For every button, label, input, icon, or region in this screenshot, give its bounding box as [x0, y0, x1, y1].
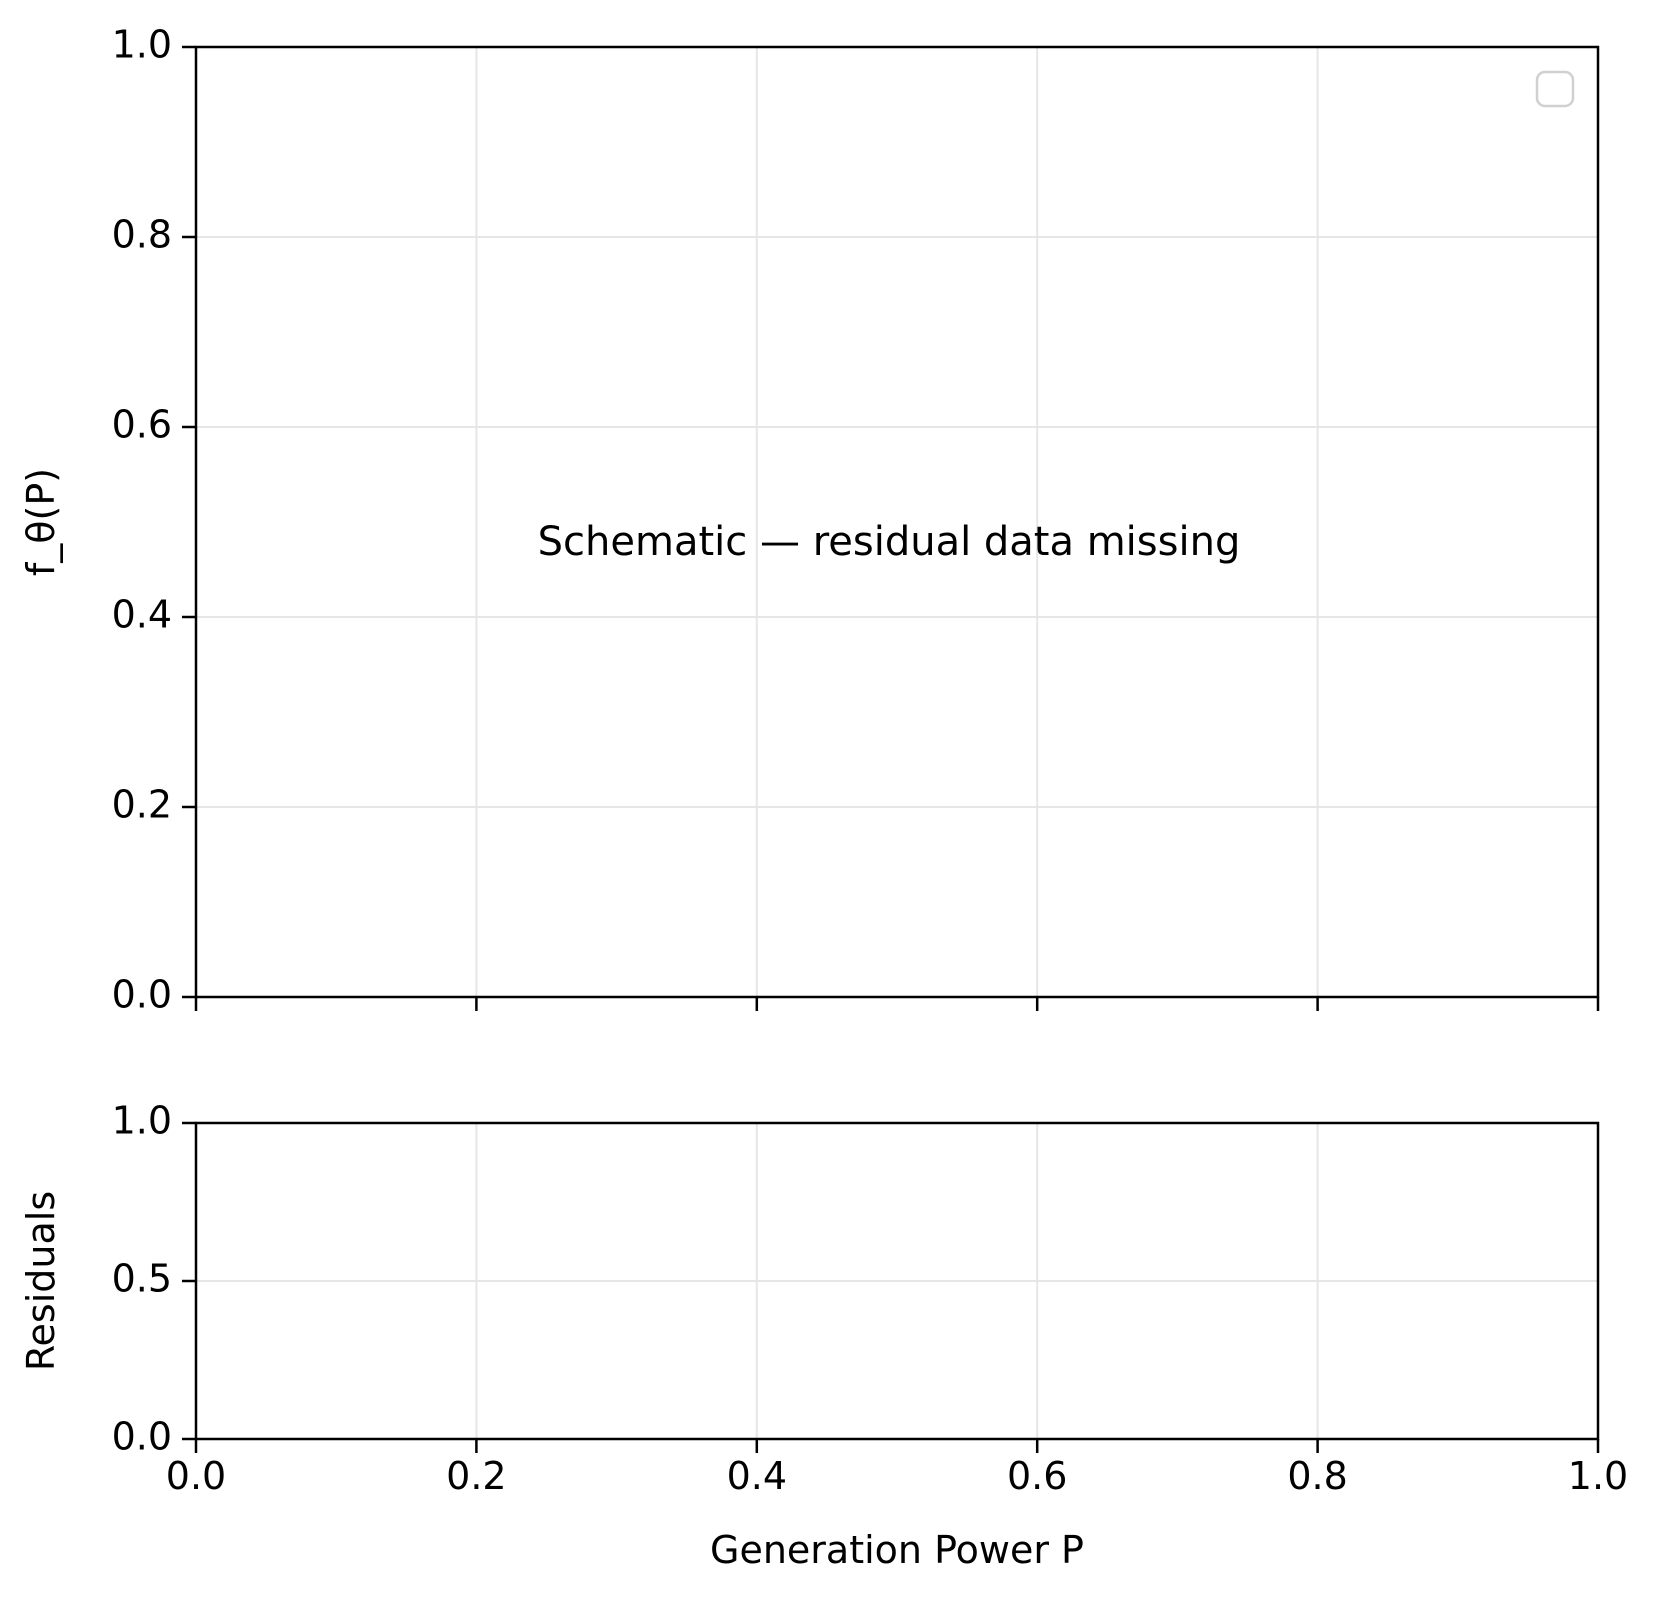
main-annotation: Schematic — residual data missing	[538, 519, 1241, 565]
y-tick-label: 0.5	[112, 1257, 172, 1301]
y-tick-label: 0.6	[112, 403, 172, 447]
legend-box[interactable]	[1535, 70, 1575, 108]
x-axis-label: Generation Power P	[710, 1528, 1084, 1572]
main-y-tick-labels: 0.0 0.2 0.4 0.6 0.8 1.0	[112, 23, 172, 1017]
main-plot-panel: 0.0 0.2 0.4 0.6 0.8 1.0 Schematic — residual …	[19, 23, 1600, 1017]
residuals-x-tick-labels: 0.0 0.2 0.4 0.6 0.8 1.0	[166, 1454, 1628, 1498]
main-y-axis-label: f_θ(P)	[19, 468, 63, 576]
x-tick-label: 0.6	[1007, 1454, 1067, 1498]
y-tick-label: 1.0	[112, 1099, 172, 1143]
y-tick-label: 0.2	[112, 783, 172, 827]
residuals-ticks	[182, 1121, 1600, 1453]
x-tick-label: 1.0	[1568, 1454, 1628, 1498]
y-tick-label: 0.4	[112, 593, 172, 637]
x-tick-label: 0.4	[727, 1454, 787, 1498]
x-tick-label: 0.8	[1287, 1454, 1347, 1498]
x-tick-label: 0.2	[446, 1454, 506, 1498]
residuals-plot-panel: 0.0 0.5 1.0 0.0 0.2 0.4 0.6 0.8 1.0 Residuals G…	[19, 1099, 1628, 1573]
residuals-y-tick-labels: 0.0 0.5 1.0	[112, 1099, 172, 1459]
y-tick-label: 1.0	[112, 23, 172, 67]
main-ticks	[182, 45, 1600, 1011]
residuals-y-axis-label: Residuals	[19, 1191, 63, 1371]
residuals-plot-frame	[194, 1121, 1600, 1441]
y-tick-label: 0.0	[112, 973, 172, 1017]
x-tick-label: 0.0	[166, 1454, 226, 1498]
main-plot-frame	[194, 45, 1600, 999]
y-tick-label: 0.8	[112, 213, 172, 257]
y-tick-label: 0.0	[112, 1415, 172, 1459]
